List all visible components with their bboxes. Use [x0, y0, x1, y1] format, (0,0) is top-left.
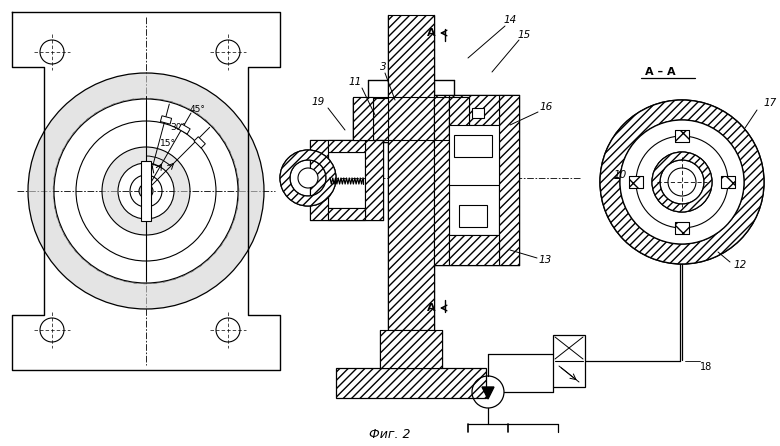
Text: 3: 3: [380, 62, 386, 72]
Bar: [721, 176, 735, 188]
Bar: [449, 97, 469, 140]
Bar: [449, 235, 499, 265]
Text: 18: 18: [700, 362, 712, 372]
Bar: [310, 140, 328, 220]
Bar: [434, 98, 469, 142]
Bar: [675, 222, 689, 234]
Bar: [380, 330, 442, 368]
Bar: [161, 116, 172, 124]
Text: А: А: [427, 28, 435, 38]
Text: Фиг. 2: Фиг. 2: [369, 429, 411, 442]
Bar: [336, 368, 486, 398]
Bar: [675, 222, 689, 234]
Text: А – А: А – А: [645, 67, 675, 77]
Wedge shape: [28, 73, 264, 309]
Text: 30°: 30°: [170, 123, 186, 132]
Text: 10: 10: [614, 170, 627, 180]
Bar: [499, 95, 519, 265]
Bar: [675, 130, 689, 142]
Text: 15: 15: [517, 30, 530, 40]
Circle shape: [668, 168, 696, 196]
Bar: [721, 176, 735, 188]
Bar: [353, 98, 388, 142]
Bar: [675, 130, 689, 142]
Wedge shape: [280, 150, 336, 206]
Text: 45°: 45°: [190, 104, 206, 113]
Bar: [449, 95, 499, 125]
Bar: [328, 208, 365, 220]
Bar: [434, 95, 449, 265]
Text: 12: 12: [733, 260, 746, 270]
Text: 15°: 15°: [160, 139, 176, 148]
Bar: [388, 15, 434, 330]
Circle shape: [139, 184, 153, 198]
Wedge shape: [102, 147, 190, 235]
Text: 14: 14: [503, 15, 516, 25]
Bar: [194, 137, 205, 148]
Text: 19: 19: [311, 97, 324, 107]
Bar: [553, 335, 585, 387]
Text: 17: 17: [763, 98, 776, 108]
Bar: [328, 140, 365, 152]
Bar: [365, 140, 383, 220]
Bar: [472, 108, 484, 118]
Circle shape: [620, 120, 744, 244]
Wedge shape: [600, 100, 764, 264]
Text: 11: 11: [349, 77, 362, 87]
Text: 16: 16: [540, 102, 552, 112]
Bar: [454, 135, 492, 157]
Wedge shape: [652, 152, 712, 212]
Text: А: А: [427, 303, 435, 313]
Bar: [629, 176, 643, 188]
Bar: [353, 97, 373, 140]
Bar: [449, 125, 499, 185]
Polygon shape: [482, 387, 494, 399]
Bar: [629, 176, 643, 188]
Text: 13: 13: [538, 255, 551, 265]
Circle shape: [652, 152, 712, 212]
Circle shape: [298, 168, 318, 188]
Bar: [141, 161, 151, 221]
Bar: [459, 205, 487, 227]
Bar: [179, 124, 190, 134]
